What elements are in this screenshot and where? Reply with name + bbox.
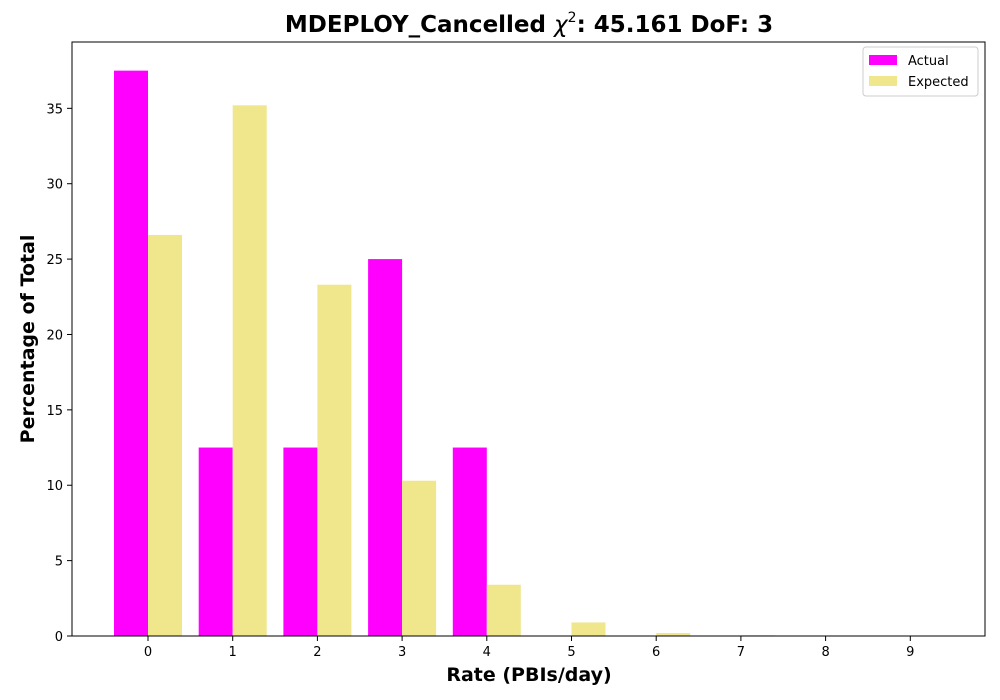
bar-actual-0 xyxy=(114,70,148,637)
bar-expected-2 xyxy=(317,284,352,636)
bars-group xyxy=(114,70,860,637)
bar-expected-1 xyxy=(232,105,267,636)
x-tick-label: 3 xyxy=(398,645,406,660)
y-tick-label: 35 xyxy=(46,102,63,117)
legend-label-actual: Actual xyxy=(908,54,949,69)
y-tick-label: 20 xyxy=(46,328,63,343)
legend-swatch-actual xyxy=(869,55,897,65)
bar-expected-6 xyxy=(656,632,691,636)
x-tick-label: 5 xyxy=(567,645,575,660)
bar-expected-3 xyxy=(402,480,437,636)
legend-swatch-expected xyxy=(869,76,897,86)
y-tick-label: 5 xyxy=(55,555,63,570)
x-tick-label: 7 xyxy=(737,645,745,660)
plot-frame xyxy=(71,41,986,637)
bar-expected-0 xyxy=(148,234,182,637)
x-axis-ticks: 0 1 2 3 4 5 6 7 8 9 xyxy=(144,636,914,660)
y-tick-label: 30 xyxy=(46,178,63,193)
y-tick-label: 15 xyxy=(46,404,63,419)
y-tick-label: 0 xyxy=(55,630,63,645)
x-tick-label: 4 xyxy=(483,645,491,660)
bar-actual-1 xyxy=(198,447,233,636)
bar-expected-5 xyxy=(571,622,606,636)
x-tick-label: 0 xyxy=(144,645,152,660)
y-tick-label: 10 xyxy=(46,479,63,494)
x-tick-label: 9 xyxy=(906,645,914,660)
x-axis-label: Rate (PBIs/day) xyxy=(446,664,611,686)
bar-actual-3 xyxy=(368,259,403,636)
bar-actual-4 xyxy=(452,447,487,636)
y-tick-label: 25 xyxy=(46,253,63,268)
legend: Actual Expected xyxy=(862,46,979,97)
x-tick-label: 1 xyxy=(229,645,237,660)
y-axis-ticks: 0 5 10 15 20 25 30 35 xyxy=(46,102,72,645)
legend-label-expected: Expected xyxy=(908,75,969,90)
bar-actual-2 xyxy=(283,447,318,636)
bar-expected-4 xyxy=(486,584,521,636)
chart-title: MDEPLOY_Cancelled χ2: 45.161 DoF: 3 xyxy=(285,10,773,38)
y-axis-label: Percentage of Total xyxy=(17,235,39,444)
x-tick-label: 6 xyxy=(652,645,660,660)
x-tick-label: 2 xyxy=(313,645,321,660)
x-tick-label: 8 xyxy=(821,645,829,660)
